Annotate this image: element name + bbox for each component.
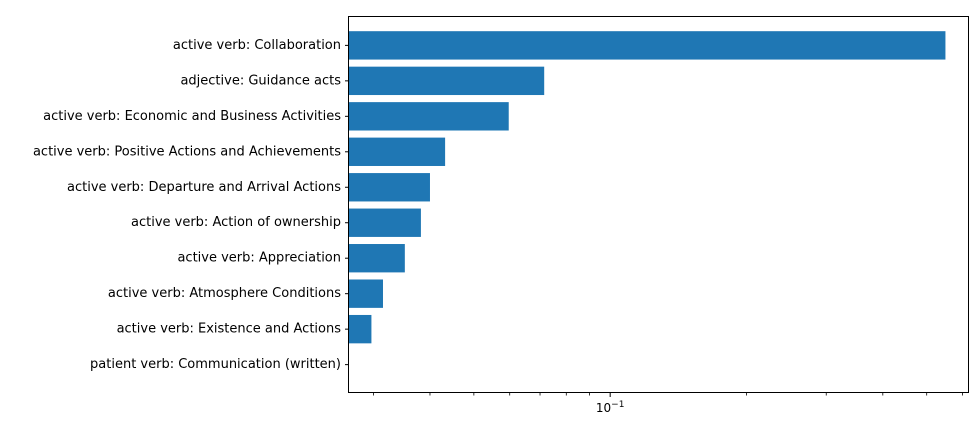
category-label: active verb: Departure and Arrival Actio… — [67, 180, 341, 195]
category-label: active verb: Appreciation — [177, 251, 341, 266]
bar — [349, 31, 946, 60]
category-label: active verb: Economic and Business Activ… — [43, 109, 341, 124]
x-axis-ticks: 10−1 — [372, 393, 963, 415]
bar — [349, 279, 383, 308]
bar — [349, 244, 405, 273]
bars-group — [349, 31, 946, 344]
bar — [349, 208, 421, 237]
category-labels: active verb: Collaboration adjective: Gui… — [33, 38, 349, 372]
category-label: active verb: Collaboration — [173, 38, 341, 53]
bar — [349, 102, 509, 131]
category-label: patient verb: Communication (written) — [90, 357, 341, 372]
category-label: active verb: Atmosphere Conditions — [108, 286, 341, 301]
bar — [349, 173, 430, 202]
plot-frame — [348, 16, 969, 393]
category-label: active verb: Positive Actions and Achiev… — [33, 144, 341, 159]
category-label: adjective: Guidance acts — [180, 73, 341, 88]
category-label: active verb: Action of ownership — [131, 215, 341, 230]
x-tick-label: 10−1 — [596, 400, 625, 415]
bar — [349, 66, 545, 96]
category-label: active verb: Existence and Actions — [117, 322, 342, 337]
bar — [349, 314, 372, 344]
bar — [349, 137, 446, 166]
